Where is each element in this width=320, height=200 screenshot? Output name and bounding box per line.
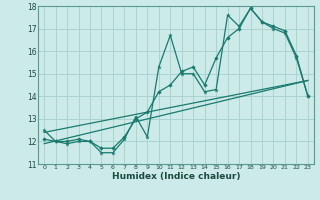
X-axis label: Humidex (Indice chaleur): Humidex (Indice chaleur)	[112, 172, 240, 181]
